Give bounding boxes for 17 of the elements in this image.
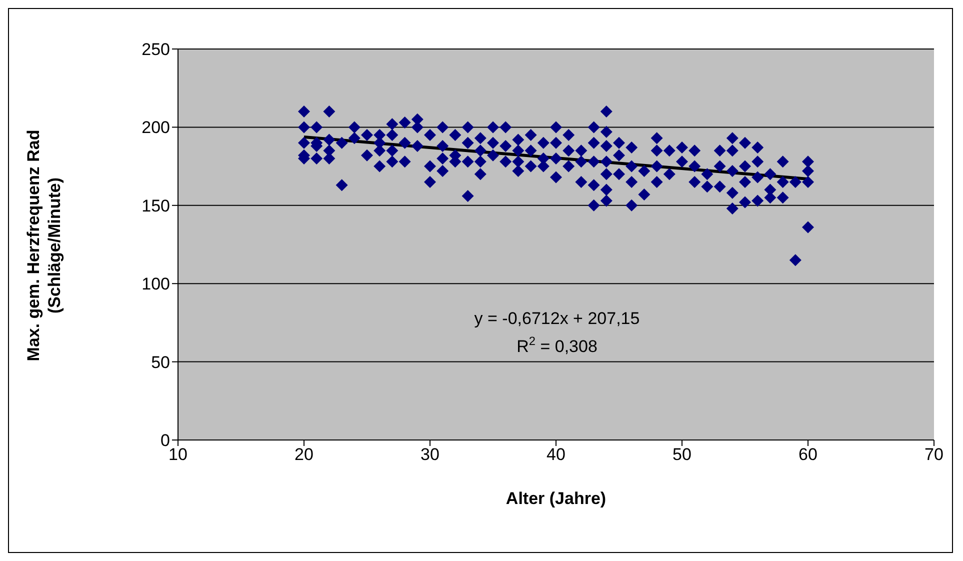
x-axis-title: Alter (Jahre) (506, 489, 606, 508)
x-tick-label: 70 (924, 445, 944, 464)
y-tick-label: 100 (142, 274, 170, 294)
x-tick-label: 20 (294, 445, 314, 464)
y-axis-title: Max. gem. Herzfrequenz Rad (Schläge/Minute) (24, 130, 64, 362)
x-tick-label: 30 (420, 445, 440, 464)
annotation: y = -0,6712x + 207,15 (474, 309, 640, 328)
y-tick-label: 50 (151, 352, 170, 372)
y-tick-label: 200 (142, 118, 170, 138)
annotation: R$^{2}$ = 0,308 (516, 334, 598, 356)
x-tick-label: 40 (546, 445, 566, 464)
x-tick-label: 60 (798, 445, 818, 464)
y-tick-label: 0 (160, 431, 170, 450)
x-tick-label: 10 (168, 445, 188, 464)
y-tick-label: 150 (142, 196, 170, 216)
x-tick-label: 50 (672, 445, 692, 464)
y-tick-label: 250 (142, 40, 170, 60)
